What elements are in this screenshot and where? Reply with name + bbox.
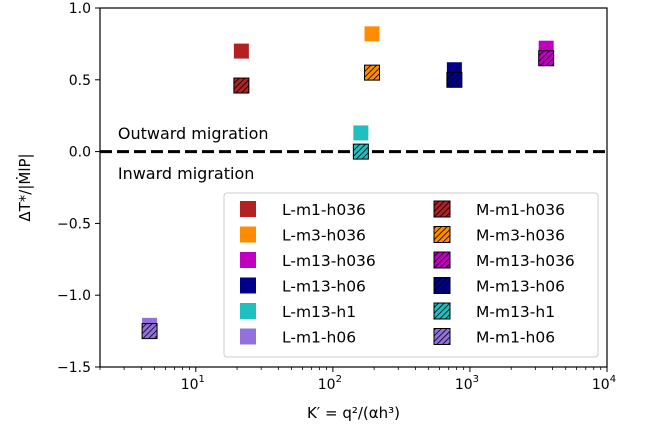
x-tick-label: 102 — [318, 374, 342, 393]
legend-marker — [240, 252, 256, 268]
data-point — [446, 71, 463, 88]
legend-label: L-m13-h1 — [282, 303, 356, 321]
y-tick-label: −0.5 — [57, 216, 91, 232]
y-tick-label: −1.0 — [57, 288, 91, 304]
y-tick-label: −1.5 — [57, 360, 91, 376]
legend-label: M-m13-h036 — [476, 252, 575, 270]
legend-marker — [433, 200, 451, 218]
data-point — [364, 26, 380, 42]
legend-label: M-m3-h036 — [476, 227, 565, 245]
x-axis-ticks: 101 102 103 104 — [99, 367, 616, 393]
legend-label: M-m13-h06 — [476, 278, 565, 296]
data-point — [233, 77, 250, 94]
x-tick-label: 101 — [181, 374, 205, 393]
data-markers — [141, 26, 555, 340]
y-axis-label: ΔT*/|ṀlP| — [15, 153, 34, 221]
legend-marker — [240, 303, 256, 319]
legend-marker — [240, 277, 256, 294]
plot-layer — [99, 7, 608, 368]
y-tick-label: 0.5 — [69, 73, 91, 89]
data-point — [538, 50, 555, 67]
data-point — [353, 125, 369, 141]
legend-marker — [240, 328, 256, 345]
x-tick-label: 104 — [592, 374, 616, 393]
legend-label: M-m1-h036 — [476, 201, 565, 219]
x-tick-label: 103 — [455, 374, 479, 393]
data-point — [352, 143, 369, 160]
data-point — [141, 323, 158, 340]
legend-label: L-m3-h036 — [282, 227, 366, 245]
migration-annotation: Outward migration — [118, 124, 269, 143]
y-tick-label: 0.0 — [69, 145, 91, 161]
legend-box — [223, 192, 599, 358]
legend-marker — [433, 277, 451, 294]
data-point — [364, 64, 381, 81]
legend-label: L-m1-h06 — [282, 329, 356, 347]
plot-frame — [99, 7, 608, 368]
legend-marker — [240, 201, 256, 217]
legend-label: L-m13-h036 — [282, 252, 376, 270]
legend-label: L-m1-h036 — [282, 201, 366, 219]
migration-annotation: Inward migration — [118, 164, 255, 183]
legend-marker — [240, 226, 256, 243]
y-tick-label: 1.0 — [69, 1, 91, 17]
legend-marker — [433, 302, 451, 320]
y-axis-ticks: −1.5 −1.0 −0.5 0.0 0.5 1.0 — [57, 1, 100, 376]
legend-label: M-m13-h1 — [476, 303, 555, 321]
legend-marker — [433, 226, 451, 243]
data-point — [233, 43, 249, 59]
axis-labels: K′ = q²/(αh³) ΔT*/|ṀlP| — [15, 153, 400, 422]
legend-label: L-m13-h06 — [282, 278, 366, 296]
legend: L-m1-h036 L-m3-h036 L-m13-h036 L-m13-h06 L-m… — [223, 192, 599, 358]
annotations: Outward migration Inward migration — [118, 124, 269, 183]
legend-label: M-m1-h06 — [476, 329, 555, 347]
legend-marker — [433, 328, 451, 345]
legend-marker — [433, 251, 451, 269]
x-axis-label: K′ = q²/(αh³) — [307, 404, 400, 422]
